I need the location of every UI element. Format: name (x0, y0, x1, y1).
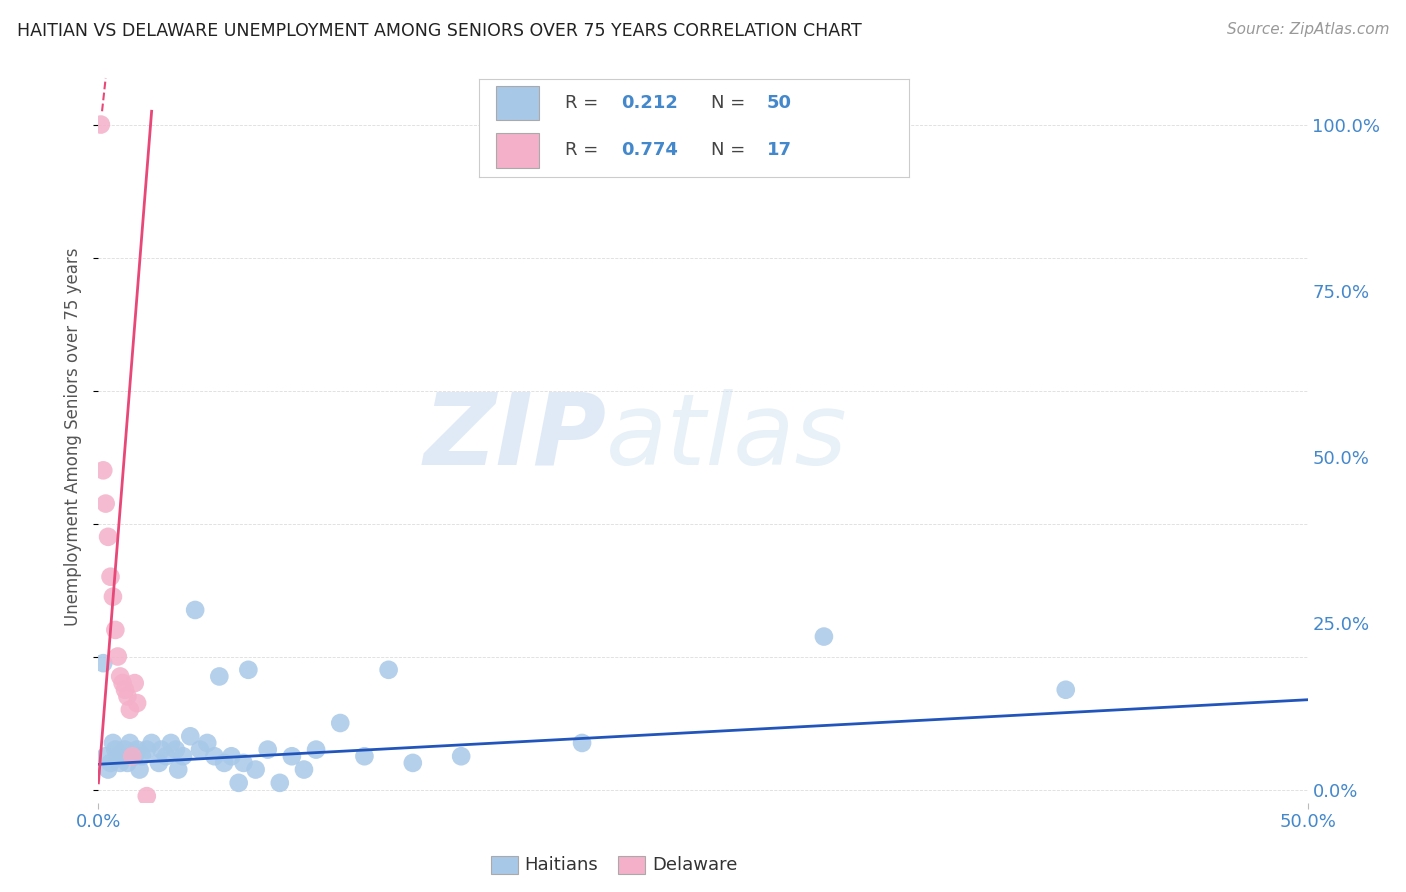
Point (90, 118, 112, 132)
Point (305, 742, 328, 756)
Point (100, 756, 122, 770)
Point (238, 663, 260, 677)
Point (450, 749, 472, 764)
Point (377, 663, 399, 677)
Point (160, 736, 183, 750)
Point (329, 716, 352, 731)
Text: Delaware: Delaware (652, 856, 738, 874)
Point (155, 749, 177, 764)
Point (111, 676, 134, 690)
Point (184, 603, 207, 617)
Point (104, 742, 127, 756)
Point (114, 742, 136, 756)
Point (135, 789, 157, 804)
Point (124, 749, 146, 764)
Text: HAITIAN VS DELAWARE UNEMPLOYMENT AMONG SENIORS OVER 75 YEARS CORRELATION CHART: HAITIAN VS DELAWARE UNEMPLOYMENT AMONG S… (17, 22, 862, 40)
Point (212, 756, 235, 770)
Y-axis label: Unemployment Among Seniors over 75 years: Unemployment Among Seniors over 75 years (65, 248, 83, 626)
Point (292, 763, 315, 777)
Point (97, 530, 120, 544)
Point (91, 656, 114, 670)
Point (107, 649, 129, 664)
Point (204, 749, 226, 764)
Point (94, 749, 117, 764)
Point (150, 742, 173, 756)
FancyBboxPatch shape (619, 856, 645, 874)
Point (94, 497, 117, 511)
Text: Source: ZipAtlas.com: Source: ZipAtlas.com (1226, 22, 1389, 37)
Point (179, 729, 201, 743)
Point (108, 669, 131, 683)
Point (1054, 682, 1077, 697)
Point (232, 756, 254, 770)
Point (228, 776, 250, 790)
Point (101, 590, 124, 604)
Point (131, 749, 153, 764)
Point (121, 749, 143, 764)
Text: ZIP: ZIP (423, 389, 606, 485)
Point (135, 742, 157, 756)
Point (269, 776, 291, 790)
Point (107, 749, 129, 764)
Point (111, 749, 134, 764)
FancyBboxPatch shape (492, 856, 517, 874)
Point (118, 703, 141, 717)
Point (165, 742, 187, 756)
Point (100, 570, 122, 584)
Point (402, 756, 425, 770)
Point (148, 756, 170, 770)
Point (571, 736, 593, 750)
Text: atlas: atlas (606, 389, 848, 485)
Point (127, 742, 149, 756)
Point (127, 696, 149, 710)
Text: Haitians: Haitians (524, 856, 598, 874)
Point (104, 623, 127, 637)
Point (172, 749, 194, 764)
Point (281, 749, 304, 764)
Point (353, 749, 375, 764)
Point (245, 763, 267, 777)
Point (101, 736, 124, 750)
Point (108, 756, 131, 770)
Point (91, 463, 114, 477)
Point (114, 682, 136, 697)
Point (813, 630, 835, 644)
Point (195, 736, 218, 750)
Point (208, 669, 231, 683)
Point (124, 676, 146, 690)
Point (118, 736, 141, 750)
Point (167, 763, 190, 777)
Point (117, 690, 139, 704)
Point (128, 763, 150, 777)
Point (97, 763, 120, 777)
Point (256, 742, 278, 756)
Point (141, 736, 163, 750)
Point (221, 749, 243, 764)
Point (188, 742, 211, 756)
Point (117, 756, 139, 770)
